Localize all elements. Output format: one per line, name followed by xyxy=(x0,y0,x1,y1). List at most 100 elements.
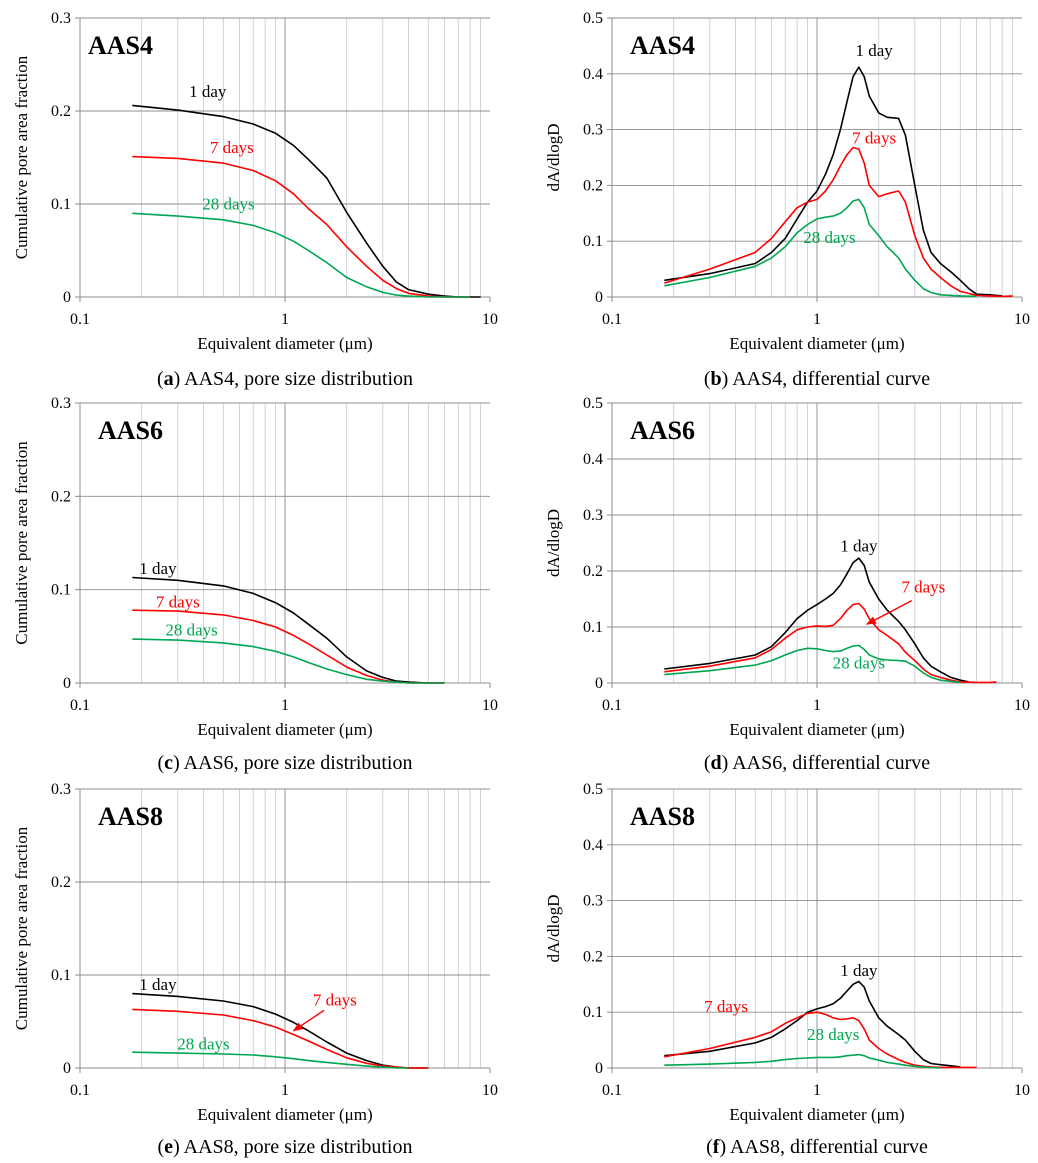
x-tick-label: 0.1 xyxy=(602,311,622,328)
series-line-28-days xyxy=(132,212,471,298)
y-tick-label: 0.1 xyxy=(51,582,71,599)
series-line-7-days xyxy=(132,155,471,298)
x-tick-label: 0.1 xyxy=(602,697,622,714)
y-tick-label: 0.2 xyxy=(51,103,71,120)
x-tick-label: 1 xyxy=(281,311,289,328)
y-tick-label: 0.5 xyxy=(583,10,603,27)
annotation-arrow xyxy=(865,600,913,625)
caption-letter: e xyxy=(164,1136,173,1158)
series-label-7-days: 7 days xyxy=(156,592,200,611)
panel-caption: (c) AAS6, pore size distribution xyxy=(158,752,413,774)
x-tick-label: 10 xyxy=(1014,697,1030,714)
y-tick-label: 0.4 xyxy=(583,837,603,854)
series-line-28-days xyxy=(132,638,445,684)
x-axis-label: Equivalent diameter (μm) xyxy=(729,1105,904,1124)
series-line-28-days xyxy=(664,198,977,298)
x-tick-label: 10 xyxy=(482,311,498,328)
panel-caption: (e) AAS8, pore size distribution xyxy=(158,1136,413,1158)
x-tick-label: 0.1 xyxy=(70,311,90,328)
y-tick-label: 0.5 xyxy=(583,781,603,798)
y-tick-label: 0.3 xyxy=(583,507,603,524)
x-tick-label: 0.1 xyxy=(70,1082,90,1099)
panel-caption: (d) AAS6, differential curve xyxy=(704,752,930,774)
y-tick-label: 0.1 xyxy=(583,619,603,636)
y-tick-label: 0.4 xyxy=(583,66,603,83)
x-axis-label: Equivalent diameter (μm) xyxy=(197,334,372,353)
caption-text: AAS4, differential curve xyxy=(732,368,930,390)
panel-title: AAS4 xyxy=(88,31,153,60)
panel-title: AAS6 xyxy=(630,416,695,445)
x-tick-label: 0.1 xyxy=(70,697,90,714)
y-tick-label: 0 xyxy=(63,1060,71,1077)
series-label-28-days: 28 days xyxy=(803,228,855,247)
chart-panel-f: 0 0.1 0.2 0.3 0.4 0.5 0.1 1 10 Equivalent diamete… xyxy=(544,781,1030,1158)
caption-text: AAS8, differential curve xyxy=(730,1136,928,1158)
y-tick-label: 0.2 xyxy=(51,488,71,505)
series-line-1-day xyxy=(664,557,969,683)
chart-panel-a: 0 0.1 0.2 0.3 0.1 1 10 Equivalent diameter (μm)… xyxy=(12,10,498,390)
chart-panel-e: 0 0.1 0.2 0.3 0.1 1 10 Equivalent diameter (μm)… xyxy=(12,781,498,1158)
series-label-28-days: 28 days xyxy=(202,195,254,214)
x-axis-label: Equivalent diameter (μm) xyxy=(729,720,904,739)
caption-text: AAS6, pore size distribution xyxy=(184,752,413,774)
series-label-7-days: 7 days xyxy=(852,129,896,148)
y-axis-label: dA/dlogD xyxy=(544,895,563,963)
caption-text: AAS6, differential curve xyxy=(732,752,930,774)
series-line-1-day xyxy=(132,576,445,684)
caption-text: AAS4, pore size distribution xyxy=(184,368,413,390)
x-tick-label: 10 xyxy=(482,697,498,714)
series-label-1-day: 1 day xyxy=(189,82,227,101)
caption-letter: c xyxy=(164,752,173,774)
series-label-28-days: 28 days xyxy=(165,620,217,639)
y-tick-label: 0.3 xyxy=(51,10,71,27)
y-tick-label: 0.2 xyxy=(583,563,603,580)
series-label-1-day: 1 day xyxy=(840,961,878,980)
x-tick-label: 1 xyxy=(813,311,821,328)
y-tick-label: 0 xyxy=(63,289,71,306)
series-line-7-days xyxy=(664,602,997,684)
series-label-1-day: 1 day xyxy=(139,975,177,994)
caption-letter: f xyxy=(713,1136,720,1158)
panel-title: AAS4 xyxy=(630,31,695,60)
x-tick-label: 0.1 xyxy=(602,1082,622,1099)
y-tick-label: 0.1 xyxy=(583,1004,603,1021)
y-axis-label: dA/dlogD xyxy=(544,509,563,577)
y-tick-label: 0 xyxy=(63,675,71,692)
series-line-1-day xyxy=(664,66,1003,297)
x-tick-label: 1 xyxy=(813,1082,821,1099)
series-label-28-days: 28 days xyxy=(807,1025,859,1044)
chart-panel-b: 0 0.1 0.2 0.3 0.4 0.5 0.1 1 10 Equivalent diamete… xyxy=(544,10,1030,390)
chart-panel-c: 0 0.1 0.2 0.3 0.1 1 10 Equivalent diameter (μm)… xyxy=(12,395,498,774)
annotation-arrow xyxy=(292,1009,325,1032)
panel-caption: (f) AAS8, differential curve xyxy=(706,1136,928,1158)
series-line-28-days xyxy=(664,1053,941,1069)
y-tick-label: 0.5 xyxy=(583,395,603,412)
panel-caption: (a) AAS4, pore size distribution xyxy=(157,368,413,390)
series-label-28-days: 28 days xyxy=(177,1034,229,1053)
x-axis-label: Equivalent diameter (μm) xyxy=(729,334,904,353)
y-tick-label: 0.3 xyxy=(583,893,603,910)
series-label-28-days: 28 days xyxy=(833,653,885,672)
x-axis-label: Equivalent diameter (μm) xyxy=(197,720,372,739)
y-tick-label: 0.3 xyxy=(51,781,71,798)
y-axis-label: Cumulative pore area fraction xyxy=(12,55,31,259)
series-line-7-days xyxy=(664,146,1013,298)
caption-text: AAS8, pore size distribution xyxy=(184,1136,413,1158)
x-axis-label: Equivalent diameter (μm) xyxy=(197,1105,372,1124)
x-tick-label: 10 xyxy=(482,1082,498,1099)
chart-panel-d: 0 0.1 0.2 0.3 0.4 0.5 0.1 1 10 Equivalent diamete… xyxy=(544,395,1030,774)
y-tick-label: 0 xyxy=(595,289,603,306)
caption-letter: d xyxy=(711,752,722,774)
x-tick-label: 1 xyxy=(281,1082,289,1099)
y-tick-label: 0.1 xyxy=(583,233,603,250)
y-tick-label: 0 xyxy=(595,675,603,692)
y-tick-label: 0.2 xyxy=(583,948,603,965)
y-axis-label: Cumulative pore area fraction xyxy=(12,441,31,645)
x-tick-label: 1 xyxy=(281,697,289,714)
panel-title: AAS8 xyxy=(630,802,695,831)
y-axis-label: dA/dlogD xyxy=(544,124,563,192)
y-tick-label: 0.3 xyxy=(51,395,71,412)
series-line-28-days xyxy=(664,644,961,684)
series-line-7-days xyxy=(132,1008,429,1069)
